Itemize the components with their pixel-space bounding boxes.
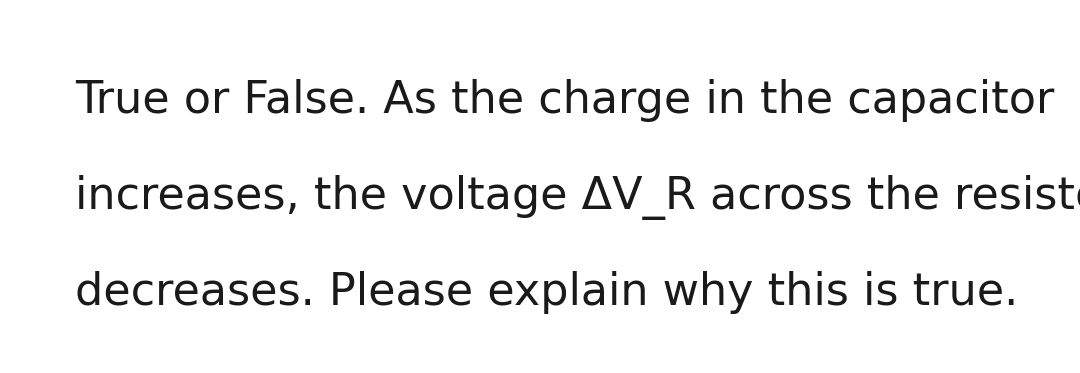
Text: increases, the voltage ΔV_R across the resistor: increases, the voltage ΔV_R across the r…	[75, 175, 1080, 219]
Text: decreases. Please explain why this is true.: decreases. Please explain why this is tr…	[75, 270, 1018, 313]
Text: True or False. As the charge in the capacitor: True or False. As the charge in the capa…	[75, 78, 1054, 122]
